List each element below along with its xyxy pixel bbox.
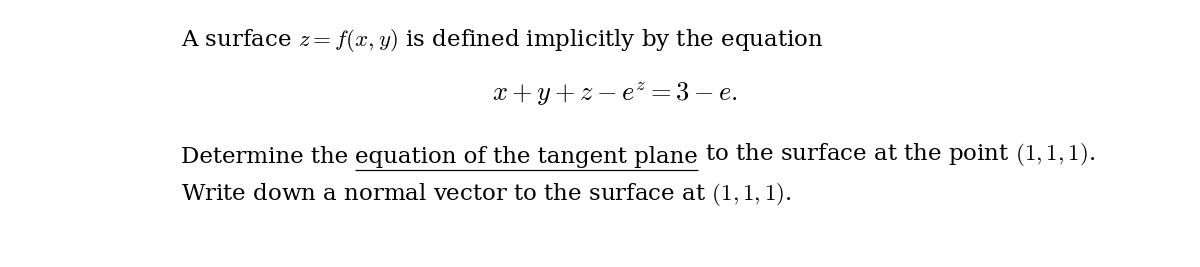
Text: A surface $z = f(x, y)$ is defined implicitly by the equation: A surface $z = f(x, y)$ is defined impli… [181,28,823,54]
Text: Determine the: Determine the [181,146,355,168]
Text: to the surface at the point $(1, 1, 1)$.: to the surface at the point $(1, 1, 1)$. [698,141,1096,168]
Text: $x + y + z - e^{z} = 3 - e.$: $x + y + z - e^{z} = 3 - e.$ [492,81,738,108]
Text: equation of the tangent plane: equation of the tangent plane [355,146,698,168]
Text: Write down a normal vector to the surface at $(1, 1, 1)$.: Write down a normal vector to the surfac… [181,181,792,208]
